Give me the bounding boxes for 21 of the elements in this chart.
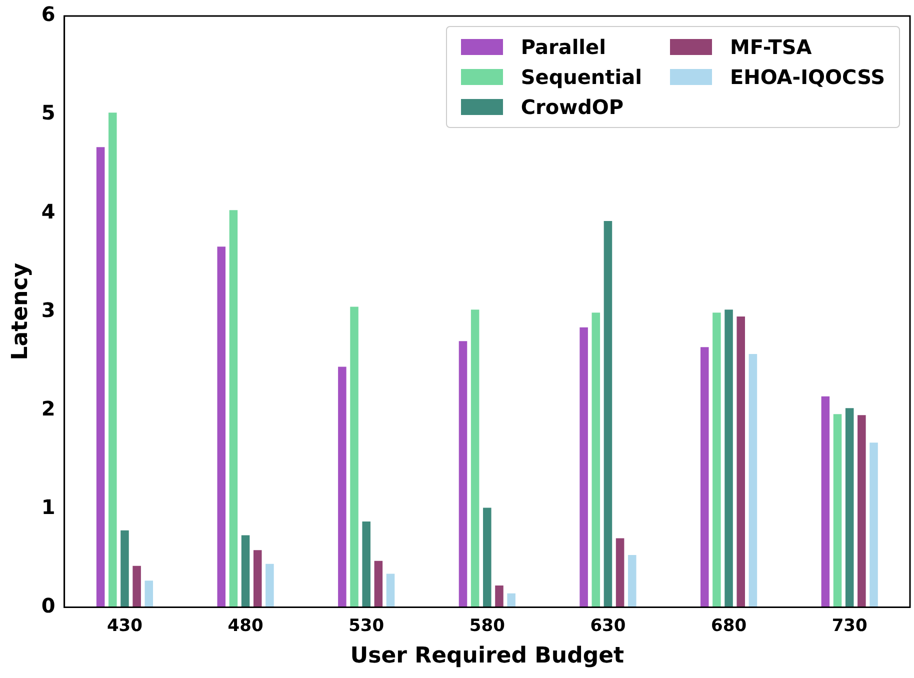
x-tick-label: 680 <box>711 616 747 636</box>
x-tick-label: 530 <box>348 616 384 636</box>
y-tick-label: 1 <box>41 494 56 519</box>
y-tick-label: 3 <box>41 298 56 322</box>
x-tick-label: 480 <box>228 616 264 636</box>
x-tick-label: 430 <box>106 616 143 636</box>
y-tick-label: 2 <box>41 396 56 420</box>
y-tick-label: 5 <box>41 100 56 125</box>
x-tick-label: 580 <box>469 616 506 636</box>
y-tick-label: 4 <box>41 199 56 224</box>
legend-label: Parallel <box>520 35 606 59</box>
x-axis-title: User Required Budget <box>350 644 625 669</box>
legend-label: CrowdOP <box>520 95 624 119</box>
y-axis-title: Latency <box>8 262 33 360</box>
x-tick-label: 730 <box>832 616 868 636</box>
legend-label: EHOA-IQOCSS <box>730 65 885 89</box>
x-tick-label: 630 <box>590 616 626 636</box>
legend-label: Sequential <box>520 65 642 89</box>
y-tick-label: 6 <box>41 2 56 26</box>
legend-label: MF-TSA <box>730 35 812 59</box>
y-tick-label: 0 <box>41 593 56 618</box>
